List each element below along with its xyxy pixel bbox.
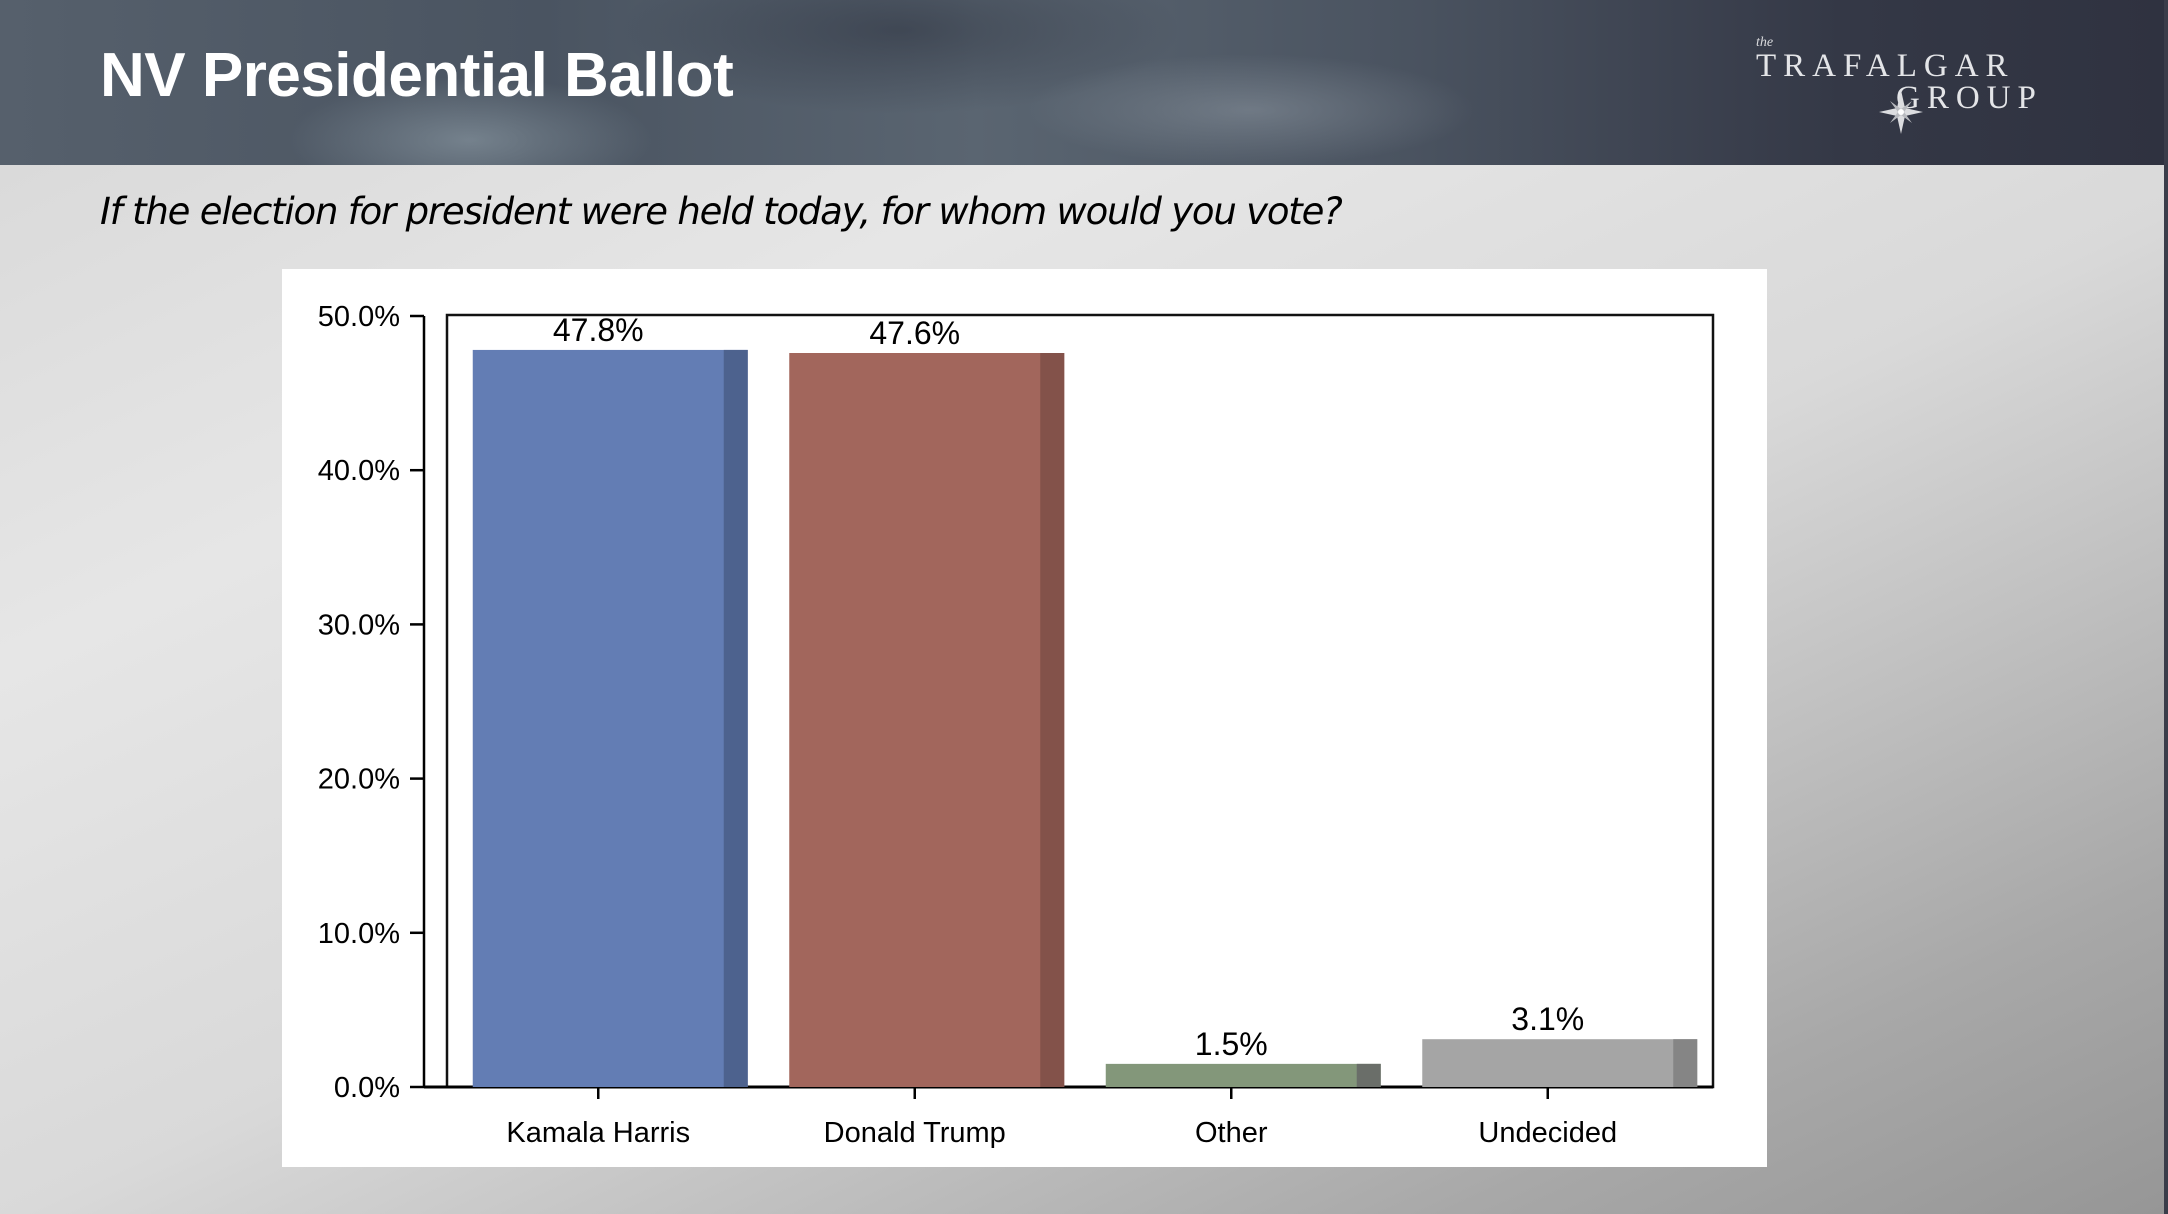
bar-shade bbox=[1673, 1039, 1698, 1087]
bar bbox=[1422, 1039, 1698, 1087]
x-category-label: Other bbox=[1195, 1117, 1268, 1149]
logo-the: the bbox=[1756, 35, 1773, 50]
logo-line1: TRAFALGAR bbox=[1756, 48, 2015, 84]
bar bbox=[472, 349, 748, 1087]
bar-shade bbox=[1040, 353, 1065, 1087]
y-tick-label: 50.0% bbox=[318, 301, 400, 333]
bar-shade bbox=[723, 349, 748, 1087]
page-title: NV Presidential Ballot bbox=[100, 41, 734, 110]
compass-star-icon bbox=[1879, 90, 1923, 134]
y-tick-label: 0.0% bbox=[334, 1072, 400, 1104]
bar-kamala-harris: 47.8% bbox=[472, 312, 748, 1087]
x-category-label: Donald Trump bbox=[824, 1117, 1006, 1149]
logo-line2: GROUP bbox=[1896, 80, 2043, 116]
data-label: 47.6% bbox=[869, 315, 960, 351]
survey-question: If the election for president were held … bbox=[100, 190, 1343, 233]
bar bbox=[789, 353, 1065, 1087]
x-category-label: Undecided bbox=[1478, 1117, 1617, 1149]
data-label: 1.5% bbox=[1195, 1026, 1268, 1062]
data-label: 47.8% bbox=[553, 312, 644, 348]
data-label: 3.1% bbox=[1511, 1001, 1584, 1037]
y-tick-label: 30.0% bbox=[318, 609, 400, 641]
y-tick-label: 40.0% bbox=[318, 455, 400, 487]
x-category-label: Kamala Harris bbox=[506, 1117, 690, 1149]
bar-shade bbox=[1356, 1063, 1381, 1087]
y-tick-label: 20.0% bbox=[318, 764, 400, 796]
bar bbox=[1105, 1063, 1381, 1087]
header-banner: NV Presidential Ballot the TRAFALGAR GRO… bbox=[0, 0, 2168, 165]
y-tick-label: 10.0% bbox=[318, 918, 400, 950]
bar-donald-trump: 47.6% bbox=[789, 315, 1065, 1087]
bar-undecided: 3.1% bbox=[1422, 1001, 1698, 1087]
trafalgar-group-logo: the TRAFALGAR GROUP bbox=[1756, 35, 2043, 134]
bar-other: 1.5% bbox=[1105, 1026, 1381, 1087]
